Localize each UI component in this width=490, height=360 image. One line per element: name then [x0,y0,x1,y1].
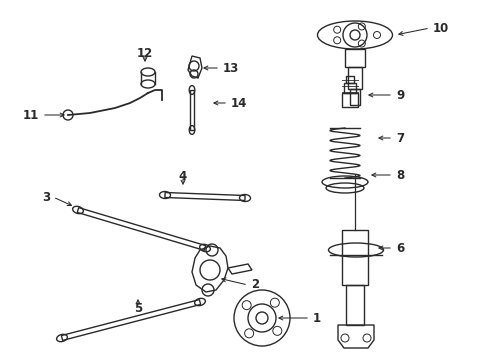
Text: 2: 2 [251,279,259,292]
Text: 11: 11 [23,108,39,122]
Bar [346,285,364,325]
Bar [342,93,358,107]
Bar [344,83,356,93]
Bar [346,76,354,83]
Text: 7: 7 [396,131,404,144]
Text: 12: 12 [137,46,153,59]
Bar [342,230,368,285]
Text: 13: 13 [223,62,239,75]
Text: 5: 5 [134,302,142,315]
Text: 10: 10 [433,22,449,35]
Text: 4: 4 [179,170,187,183]
Bar [350,89,360,105]
Text: 14: 14 [231,96,247,109]
Text: 1: 1 [313,311,321,324]
Text: 3: 3 [42,190,50,203]
Text: 9: 9 [396,89,404,102]
Bar [345,49,365,67]
Bar [348,67,362,89]
Text: 8: 8 [396,168,404,181]
Text: 6: 6 [396,242,404,255]
